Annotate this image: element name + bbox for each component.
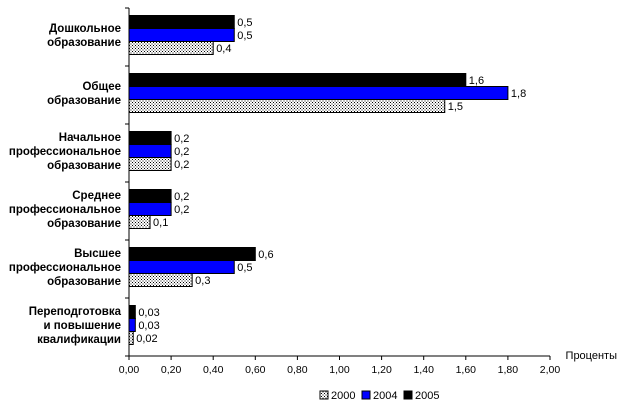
data-label-2005-5: 0,03	[138, 307, 159, 319]
x-axis-title: Проценты	[566, 350, 618, 362]
data-label-2004-0: 0,5	[237, 30, 252, 42]
legend: 2000 2004 2005	[319, 390, 439, 402]
plot-area: 0,50,50,41,61,81,50,20,20,20,20,20,10,60…	[128, 15, 526, 345]
x-tick-label-6: 1,20	[371, 364, 392, 376]
bar-2004-0	[128, 28, 235, 42]
bar-2005-1	[128, 73, 467, 87]
bar-2005-4	[128, 247, 256, 261]
data-label-2004-4: 0,5	[237, 262, 252, 274]
data-label-2005-1: 1,6	[469, 75, 484, 87]
bar-2000-5	[128, 331, 134, 345]
data-label-2000-1: 1,5	[448, 101, 463, 113]
bar-2004-4	[128, 260, 235, 274]
bar-2005-3	[128, 189, 172, 203]
data-label-2004-2: 0,2	[174, 146, 189, 158]
data-label-2000-5: 0,02	[136, 333, 157, 345]
x-tick-label-1: 0,20	[161, 364, 182, 376]
bar-2005-0	[128, 15, 235, 29]
x-tick-label-9: 1,80	[498, 364, 519, 376]
legend-swatch-2000	[319, 390, 329, 400]
bar-2000-2	[128, 157, 172, 171]
x-tick-label-5: 1,00	[329, 364, 350, 376]
legend-label-2004: 2004	[373, 390, 397, 402]
data-label-2000-4: 0,3	[195, 275, 210, 287]
bar-2000-3	[128, 215, 151, 229]
data-label-2005-2: 0,2	[174, 133, 189, 145]
legend-swatch-2005	[403, 390, 413, 400]
x-tick-label-3: 0,60	[245, 364, 266, 376]
bar-2000-1	[128, 99, 446, 113]
data-label-2000-0: 0,4	[216, 43, 231, 55]
data-label-2000-2: 0,2	[174, 159, 189, 171]
axes: Дошкольное образование Общее образование Нач…	[9, 7, 618, 376]
bar-2004-3	[128, 202, 172, 216]
legend-label-2000: 2000	[331, 390, 355, 402]
data-label-2004-5: 0,03	[138, 320, 159, 332]
data-label-2005-3: 0,2	[174, 191, 189, 203]
bar-2004-1	[128, 86, 509, 100]
data-label-2004-1: 1,8	[511, 88, 526, 100]
category-label-0: Дошкольное образование	[47, 23, 121, 49]
legend-label-2005: 2005	[415, 390, 439, 402]
legend-swatch-2004	[361, 390, 371, 400]
category-label-4: Высшее профессиональное образование	[9, 248, 121, 288]
category-label-3: Среднее профессиональное образование	[9, 190, 121, 230]
x-tick-label-10: 2,00	[540, 364, 561, 376]
x-tick-label-8: 1,60	[456, 364, 477, 376]
bar-2004-5	[128, 318, 136, 332]
bar-2000-4	[128, 273, 193, 287]
data-label-2005-4: 0,6	[258, 249, 273, 261]
category-label-2: Начальное профессиональное образование	[9, 132, 121, 172]
bar-2004-2	[128, 144, 172, 158]
data-label-2004-3: 0,2	[174, 204, 189, 216]
data-label-2000-3: 0,1	[153, 217, 168, 229]
x-tick-label-0: 0,00	[119, 364, 140, 376]
bar-2005-5	[128, 305, 136, 319]
category-label-1: Общее образование	[47, 81, 121, 107]
category-label-5: Переподготовка и повышение квалификации	[29, 306, 122, 346]
data-label-2005-0: 0,5	[237, 17, 252, 29]
x-tick-label-2: 0,40	[203, 364, 224, 376]
bar-2005-2	[128, 131, 172, 145]
x-tick-label-4: 0,80	[287, 364, 308, 376]
x-tick-label-7: 1,40	[413, 364, 434, 376]
bar-2000-0	[128, 41, 214, 55]
